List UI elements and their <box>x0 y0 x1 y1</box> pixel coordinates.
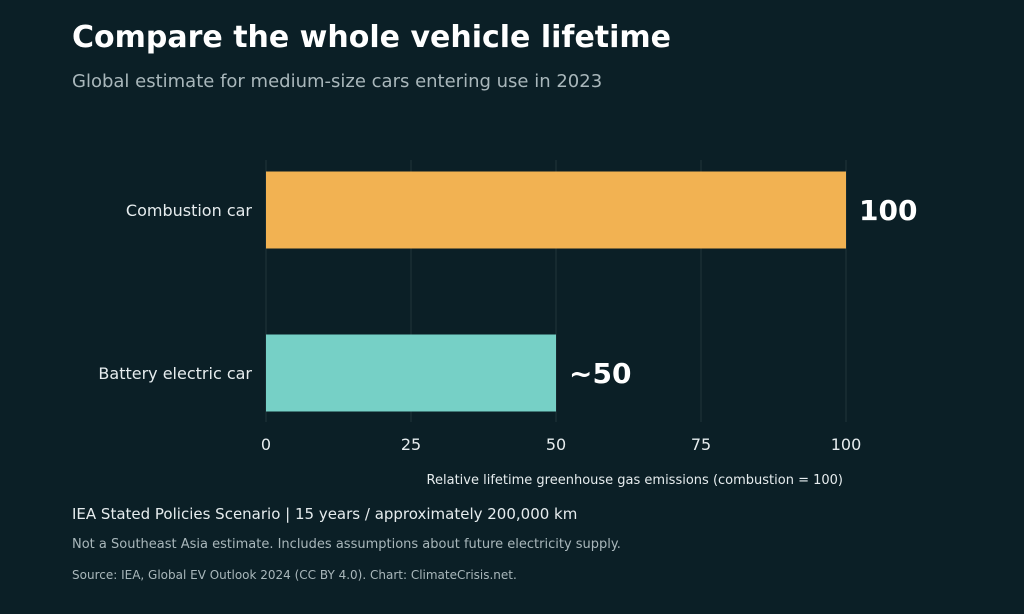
chart-subtitle: Global estimate for medium-size cars ent… <box>72 71 603 92</box>
x-tick-label-0: 0 <box>261 435 271 454</box>
x-tick-label-4: 100 <box>831 435 862 454</box>
chart-title: Compare the whole vehicle lifetime <box>72 20 672 55</box>
x-axis-label: Relative lifetime greenhouse gas emissio… <box>427 473 843 488</box>
scenario-note: IEA Stated Policies Scenario | 15 years … <box>72 505 578 523</box>
x-tick-label-2: 50 <box>546 435 566 454</box>
x-tick-label-1: 25 <box>401 435 421 454</box>
category-label-0: Combustion car <box>126 201 253 220</box>
source-credit: Source: IEA, Global EV Outlook 2024 (CC … <box>72 568 517 582</box>
bar-chart: Combustion car 100 Battery electric car ~50… <box>98 160 917 488</box>
bar-0 <box>266 171 846 249</box>
bar-1 <box>266 334 556 412</box>
x-tick-label-3: 75 <box>691 435 711 454</box>
data-label-1: ~50 <box>569 357 631 390</box>
data-label-0: 100 <box>859 194 917 227</box>
disclaimer-note: Not a Southeast Asia estimate. Includes … <box>72 537 621 552</box>
category-label-1: Battery electric car <box>98 364 252 383</box>
